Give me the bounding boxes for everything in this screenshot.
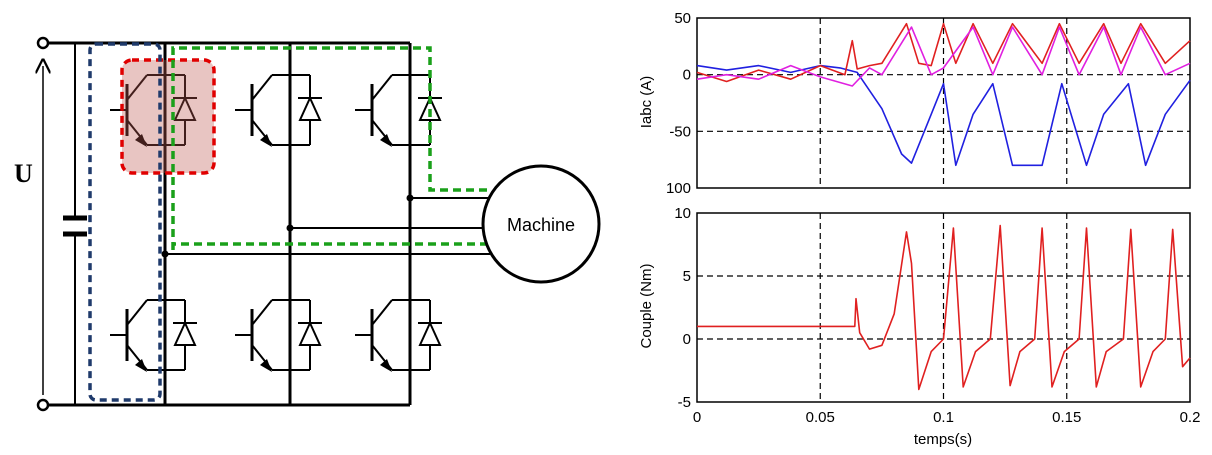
torque-series (697, 224, 1191, 391)
voltage-label: U (14, 159, 33, 188)
machine-circle (481, 164, 601, 284)
torque-ytick-label: -5 (678, 394, 691, 411)
current-series-1 (696, 22, 1191, 83)
switch-cell-b-low (235, 299, 322, 372)
current-ytick-label: 100 (666, 180, 691, 197)
switch-cell-b-high (235, 74, 322, 147)
current-ytick-label: 0 (683, 67, 691, 84)
torque-xtick-label: 0.2 (1180, 409, 1201, 426)
torque-ytick-label: 5 (683, 268, 691, 285)
current-series-2 (696, 26, 1191, 87)
torque-series-0 (697, 224, 1191, 391)
torque-grid (697, 213, 1190, 402)
dc-link-capacitor (63, 43, 87, 405)
machine-label: Machine (507, 215, 575, 235)
inverter-circuit: U (14, 36, 601, 412)
switch-cell-c-low (355, 299, 442, 372)
torque-ylabel: Couple (Nm) (638, 263, 655, 348)
current-series-0 (696, 64, 1191, 167)
switch-cell-a-high (110, 74, 197, 147)
torque-ytick-label: 10 (674, 205, 691, 222)
switch-cell-a-low (110, 299, 197, 372)
torque-xtick-label: 0.15 (1052, 409, 1081, 426)
torque-ytick-label: 0 (683, 331, 691, 348)
current-ylabel: Iabc (A) (638, 76, 655, 129)
current-ytick-label: -50 (669, 123, 691, 140)
top-terminal (36, 36, 50, 50)
current-tick-labels: 50 0 -50 100 (666, 10, 691, 197)
inverter-leg-highlight (88, 42, 162, 402)
current-series (696, 22, 1191, 167)
current-ytick-label: 50 (674, 10, 691, 27)
current-grid (697, 18, 1190, 188)
torque-xtick-label: 0.05 (806, 409, 835, 426)
torque-xtick-label: 0.1 (933, 409, 954, 426)
phase-path-highlight (171, 46, 488, 250)
switch-cell-highlight (120, 58, 216, 175)
bottom-terminal (36, 398, 50, 412)
torque-xtick-label: 0 (693, 409, 701, 426)
current-chart: 50 0 -50 100 Iabc (A) (638, 10, 1191, 197)
torque-xlabel: temps(s) (914, 431, 972, 448)
